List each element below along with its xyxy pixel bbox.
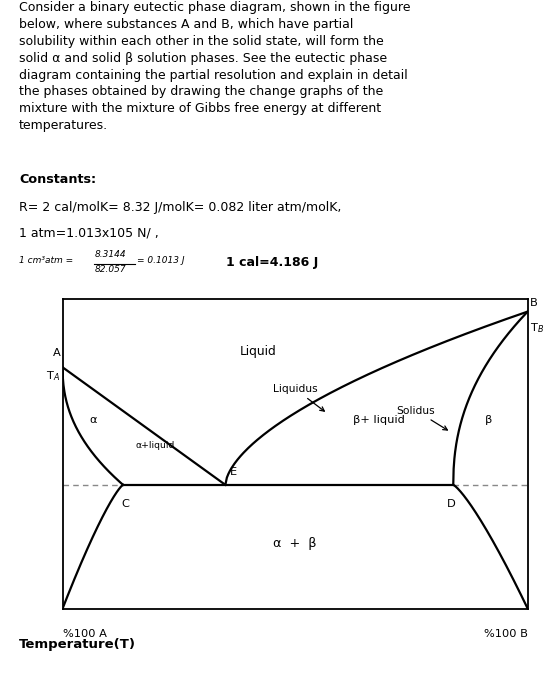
Text: α  +  β: α + β (274, 537, 317, 549)
Text: Solidus: Solidus (397, 406, 447, 430)
Text: 82.057: 82.057 (95, 265, 127, 274)
Text: B: B (530, 299, 538, 309)
Text: β: β (485, 415, 492, 425)
Text: %100 A: %100 A (63, 629, 107, 639)
Text: Consider a binary eutectic phase diagram, shown in the figure
below, where subst: Consider a binary eutectic phase diagram… (19, 1, 411, 132)
Text: 1 atm=1.013x105 N/ ,: 1 atm=1.013x105 N/ , (19, 227, 159, 240)
Text: Temperature(T): Temperature(T) (19, 638, 136, 651)
Text: %100 B: %100 B (484, 629, 528, 639)
Text: Liquidus: Liquidus (273, 384, 324, 411)
Text: β+ liquid: β+ liquid (353, 415, 405, 425)
Text: A: A (52, 348, 60, 358)
Text: R= 2 cal/molK= 8.32 J/molK= 0.082 liter atm/molK,: R= 2 cal/molK= 8.32 J/molK= 0.082 liter … (19, 201, 342, 214)
Text: = 0.1013 J: = 0.1013 J (137, 256, 184, 265)
Text: E: E (230, 467, 237, 477)
Text: 8.3144: 8.3144 (95, 250, 127, 259)
Text: α+liquid: α+liquid (136, 441, 175, 449)
Text: C: C (121, 498, 129, 509)
Text: 1 cal=4.186 J: 1 cal=4.186 J (226, 256, 318, 269)
Text: Constants:: Constants: (19, 173, 96, 186)
Text: α: α (89, 415, 96, 425)
Text: D: D (447, 498, 455, 509)
Text: Liquid: Liquid (239, 345, 276, 358)
Text: T$_A$: T$_A$ (46, 369, 60, 383)
Text: T$_B$: T$_B$ (530, 321, 544, 335)
Text: 1 cm³atm =: 1 cm³atm = (19, 256, 73, 265)
